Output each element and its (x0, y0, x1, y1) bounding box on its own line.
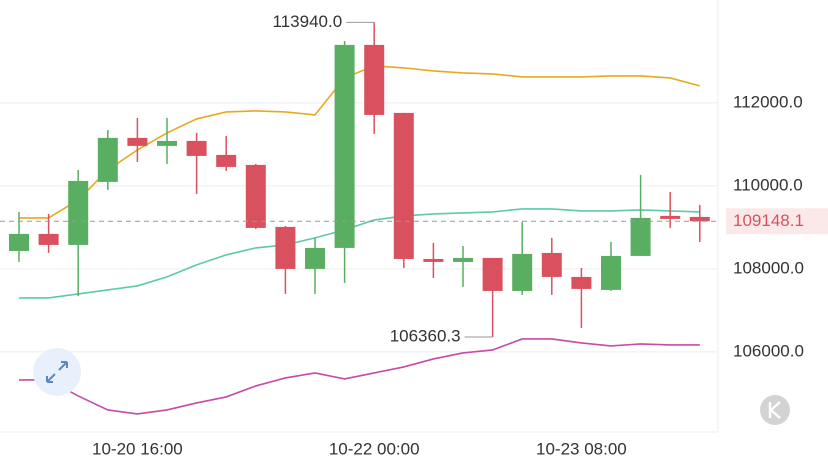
candle-body (245, 164, 266, 228)
k-button[interactable] (760, 395, 790, 425)
last-price-label: 109148.1 (733, 211, 804, 230)
x-tick-label: 10-20 16:00 (92, 439, 183, 458)
annotation-label: 113940.0 (273, 12, 343, 31)
candle-body (453, 257, 473, 262)
x-tick-label: 10-22 00:00 (329, 439, 420, 458)
candle-body (423, 258, 444, 262)
candle-body (482, 257, 503, 291)
indicator-line (19, 338, 700, 415)
candle-body (512, 253, 533, 291)
k-button-bg[interactable] (760, 395, 790, 425)
candle-body (689, 216, 710, 222)
plot-area: 106000.0 108000.0 110000.0 112000.0 10-20 16… (0, 12, 828, 458)
y-tick-label: 108000.0 (733, 258, 804, 277)
expand-icon[interactable] (46, 361, 68, 383)
candle-body (571, 276, 592, 289)
candle-body (38, 233, 59, 245)
last-price-box (726, 208, 828, 235)
candle-body (630, 217, 651, 256)
candle-body (97, 137, 118, 182)
candle-body (127, 137, 148, 146)
candle-body (305, 247, 325, 269)
indicator-line (19, 208, 700, 299)
candle-body (334, 44, 355, 248)
y-tick-label: 110000.0 (733, 175, 803, 194)
candle-body (9, 233, 29, 251)
candle-body (660, 215, 681, 219)
candle-body (393, 112, 414, 259)
candle-body (68, 180, 89, 245)
annotation-label: 106360.3 (390, 326, 461, 345)
candle-body (275, 226, 296, 269)
x-tick-label: 10-23 08:00 (536, 439, 627, 458)
candle-body (541, 252, 562, 277)
candle-body (157, 140, 177, 146)
candle-body (364, 44, 385, 115)
candle-body (186, 140, 207, 156)
candle-body (216, 154, 237, 167)
indicator-line (19, 65, 701, 219)
y-tick-label: 106000.0 (733, 341, 804, 360)
candle-body (601, 255, 621, 290)
expand-button-bg[interactable] (33, 348, 81, 396)
y-tick-label: 112000.0 (733, 92, 803, 111)
k-icon[interactable] (768, 401, 781, 419)
expand-button[interactable] (33, 348, 81, 396)
